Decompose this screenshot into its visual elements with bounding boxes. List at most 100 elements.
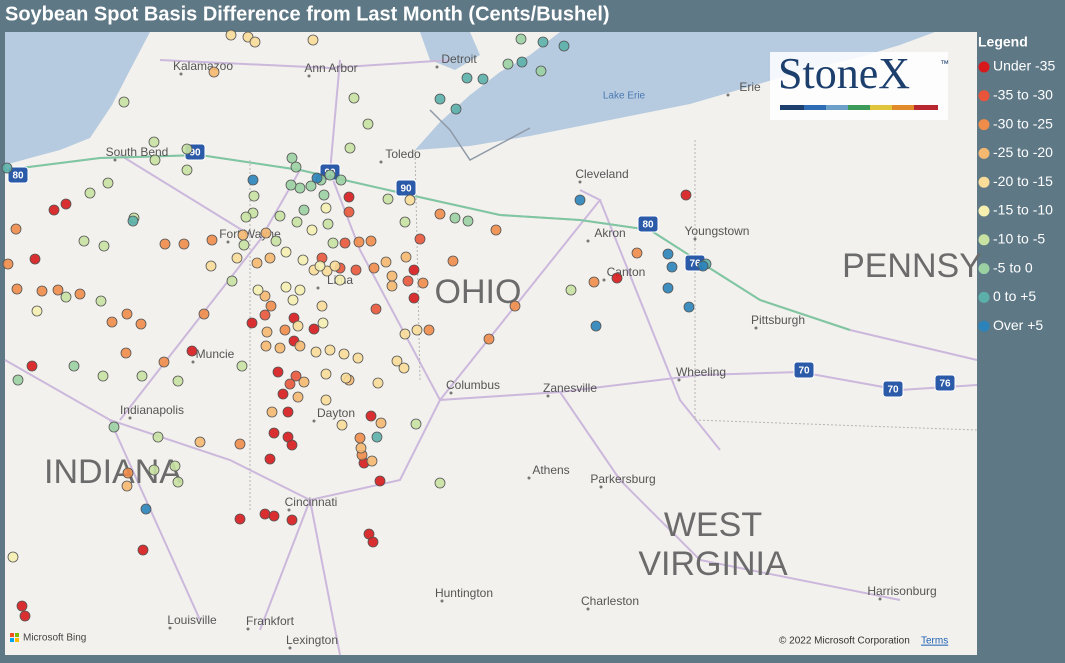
city-dot (307, 74, 311, 78)
site-marker (417, 277, 429, 289)
site-marker (366, 455, 378, 467)
city-label: Muncie (196, 347, 235, 361)
site-marker (398, 362, 410, 374)
site-marker (338, 348, 350, 360)
site-marker (305, 180, 317, 192)
legend-label: -15 to -10 (993, 202, 1053, 218)
site-marker (158, 356, 170, 368)
site-marker (588, 276, 600, 288)
city-dot (586, 607, 590, 611)
legend-label: -35 to -30 (993, 87, 1053, 103)
site-marker (535, 65, 547, 77)
city-label: Harrisonburg (867, 584, 936, 598)
site-marker (277, 388, 289, 400)
legend-label: Under -35 (993, 58, 1055, 74)
city-label: Columbus (446, 378, 500, 392)
site-marker (285, 179, 297, 191)
city-label: Detroit (441, 52, 477, 66)
site-marker (286, 514, 298, 526)
legend-label: -30 to -25 (993, 115, 1053, 131)
site-marker (631, 247, 643, 259)
city-label: Pittsburgh (751, 313, 805, 327)
city-label: Parkersburg (590, 472, 655, 486)
terms-link[interactable]: Terms (921, 636, 948, 647)
site-marker (284, 378, 296, 390)
state-label: OHIO (435, 273, 522, 311)
site-marker (287, 294, 299, 306)
site-marker (372, 377, 384, 389)
legend-label: -25 to -20 (993, 144, 1053, 160)
site-marker (48, 204, 60, 216)
site-marker (490, 224, 502, 236)
city-dot (179, 72, 183, 76)
site-marker (386, 280, 398, 292)
site-marker (148, 464, 160, 476)
site-marker (408, 264, 420, 276)
highway-shield (793, 361, 815, 379)
site-marker (327, 237, 339, 249)
site-marker (306, 224, 318, 236)
site-marker (194, 436, 206, 448)
site-marker (206, 234, 218, 246)
site-marker (172, 476, 184, 488)
site-marker (353, 236, 365, 248)
site-marker (265, 300, 277, 312)
site-marker (324, 169, 336, 181)
state-label: WEST (664, 506, 762, 544)
site-marker (12, 374, 24, 386)
city-label: Youngstown (685, 224, 750, 238)
city-dot (586, 239, 590, 243)
highway-label: 76 (939, 379, 951, 390)
city-label: Erie (739, 80, 761, 94)
water-label: Lake Erie (603, 91, 646, 102)
site-marker (137, 544, 149, 556)
legend-swatch (978, 61, 990, 73)
site-marker (317, 317, 329, 329)
site-marker (7, 551, 19, 563)
site-marker (268, 510, 280, 522)
site-marker (260, 340, 272, 352)
site-marker (343, 191, 355, 203)
site-marker (477, 73, 489, 85)
site-marker (95, 295, 107, 307)
site-marker (10, 223, 22, 235)
site-marker (662, 282, 674, 294)
site-marker (666, 261, 678, 273)
site-marker (29, 253, 41, 265)
city-label: Zanesville (543, 381, 597, 395)
site-marker (236, 360, 248, 372)
city-dot (726, 93, 730, 97)
site-marker (252, 284, 264, 296)
site-marker (402, 275, 414, 287)
site-marker (362, 118, 374, 130)
site-marker (186, 345, 198, 357)
site-marker (380, 256, 392, 268)
site-marker (320, 202, 332, 214)
city-dot (693, 237, 697, 241)
legend-swatch (978, 176, 990, 188)
site-marker (355, 442, 367, 454)
site-marker (248, 190, 260, 202)
city-dot (379, 160, 383, 164)
state-label: VIRGINIA (638, 545, 788, 583)
site-marker (121, 308, 133, 320)
highway-shield (637, 215, 659, 233)
site-marker (84, 187, 96, 199)
site-marker (205, 260, 217, 272)
site-marker (159, 238, 171, 250)
site-marker (399, 328, 411, 340)
site-marker (234, 438, 246, 450)
city-dot (878, 597, 882, 601)
copyright: © 2022 Microsoft Corporation (779, 636, 910, 647)
site-marker (234, 513, 246, 525)
site-marker (400, 251, 412, 263)
city-dot (527, 476, 531, 480)
city-label: Cincinnati (285, 495, 338, 509)
legend-label: -20 to -15 (993, 173, 1053, 189)
site-marker (178, 238, 190, 250)
city-dot (312, 419, 316, 423)
highway-label: 90 (400, 184, 412, 195)
site-marker (266, 406, 278, 418)
site-marker (152, 431, 164, 443)
city-dot (546, 394, 550, 398)
